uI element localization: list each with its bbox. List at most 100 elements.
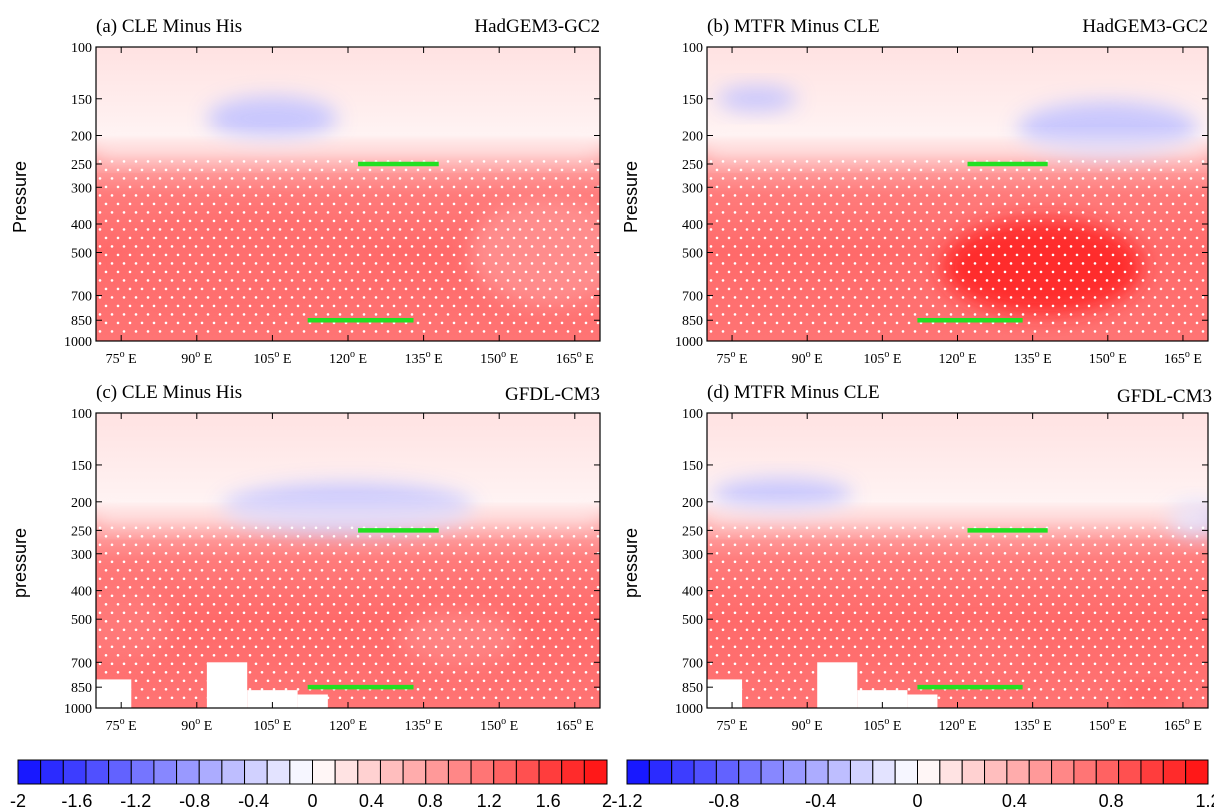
colorbar-box bbox=[693, 759, 717, 785]
panel-b: (b) MTFR Minus CLE HadGEM3-GC2 Pressure … bbox=[621, 16, 1209, 367]
red-core-0 bbox=[942, 219, 1143, 315]
topography-mask-1 bbox=[206, 662, 248, 708]
red-core-1 bbox=[1117, 685, 1178, 704]
y-tick-label: 200 bbox=[71, 130, 92, 145]
colorbar-label: 0.8 bbox=[418, 791, 443, 811]
y-tick-label: 700 bbox=[682, 656, 703, 671]
topography-mask-1 bbox=[817, 662, 858, 708]
colorbar-label: 1.2 bbox=[1195, 791, 1214, 811]
field-gradient bbox=[96, 413, 600, 708]
y-tick-label: 200 bbox=[71, 496, 92, 511]
x-tick-label: 75o E bbox=[717, 349, 748, 367]
colorbar-box bbox=[266, 759, 291, 785]
x-tick-label: 105o E bbox=[863, 716, 901, 734]
colorbar-box bbox=[738, 759, 762, 785]
colorbar-label: -2 bbox=[10, 791, 26, 811]
y-tick-label: 500 bbox=[682, 246, 703, 261]
y-tick-label: 150 bbox=[682, 459, 703, 474]
colorbar-box bbox=[1006, 759, 1030, 785]
topography-mask-2 bbox=[247, 690, 298, 708]
x-tick-label: 75o E bbox=[106, 716, 137, 734]
colorbar-box bbox=[538, 759, 563, 785]
colorbar-box bbox=[1185, 759, 1209, 785]
y-tick-label: 400 bbox=[682, 585, 703, 600]
x-tick-label: 135o E bbox=[1014, 716, 1052, 734]
x-tick-label: 120o E bbox=[938, 349, 976, 367]
colorbar-box bbox=[1095, 759, 1120, 785]
y-tick-label: 400 bbox=[682, 218, 703, 233]
colorbar-box bbox=[379, 759, 404, 785]
colorbar-box bbox=[289, 759, 314, 785]
y-tick-label: 400 bbox=[71, 585, 92, 600]
colorbar-box bbox=[515, 759, 540, 785]
colorbar-box bbox=[1073, 759, 1097, 785]
field-layer bbox=[707, 47, 1208, 341]
colorbar-label: 0.4 bbox=[1002, 791, 1027, 811]
light-band bbox=[96, 138, 600, 162]
colorbar-box bbox=[715, 759, 740, 785]
colorbar-box bbox=[334, 759, 359, 785]
colorbar-box bbox=[402, 759, 427, 785]
y-tick-label: 500 bbox=[71, 246, 92, 261]
x-tick-label: 150o E bbox=[1089, 349, 1127, 367]
panel-a: (a) CLE Minus His HadGEM3-GC2 Pressure 1… bbox=[10, 16, 601, 367]
y-tick-label: 100 bbox=[71, 41, 92, 56]
colorbar-box bbox=[805, 759, 829, 785]
panel-a-ylabel: Pressure bbox=[10, 161, 30, 233]
x-tick-label: 75o E bbox=[106, 349, 137, 367]
colorbar-label: -1.2 bbox=[611, 791, 642, 811]
y-tick-label: 500 bbox=[682, 613, 703, 628]
y-tick-label: 500 bbox=[71, 613, 92, 628]
red-core-0 bbox=[932, 628, 1033, 677]
x-tick-label: 165o E bbox=[1164, 349, 1202, 367]
colorbar-box bbox=[153, 759, 178, 785]
stipple-dots bbox=[98, 160, 600, 333]
colorbar-box bbox=[221, 759, 246, 785]
y-tick-label: 300 bbox=[71, 181, 92, 196]
colorbar-box bbox=[40, 759, 64, 785]
y-tick-label: 1000 bbox=[675, 702, 703, 717]
colorbar-box bbox=[198, 759, 223, 785]
colorbar-box bbox=[493, 759, 517, 785]
panel-a-model: HadGEM3-GC2 bbox=[474, 16, 600, 37]
x-tick-label: 75o E bbox=[717, 716, 748, 734]
y-tick-label: 850 bbox=[71, 681, 92, 696]
colorbar-box bbox=[1051, 759, 1075, 785]
panel-a-plot: 100 150 200 250 300 400 500 700 850 1000 75o E 90o … bbox=[64, 41, 601, 367]
colorbar-right: -1.2 -0.8 -0.4 0 0.4 0.8 1.2 bbox=[611, 759, 1214, 811]
y-tick-label: 300 bbox=[71, 548, 92, 563]
x-tick-label: 135o E bbox=[405, 349, 443, 367]
light-band bbox=[707, 138, 1208, 162]
y-tick-label: 100 bbox=[682, 407, 703, 422]
colorbar-box bbox=[1028, 759, 1053, 785]
x-tick-label: 90o E bbox=[792, 716, 823, 734]
panel-d: (d) MTFR Minus CLE GFDL-CM3 pressure 100… bbox=[621, 382, 1212, 734]
colorbar-box bbox=[894, 759, 919, 785]
colorbar-label: -0.4 bbox=[805, 791, 836, 811]
colorbar-box bbox=[176, 759, 200, 785]
colorbar-box bbox=[760, 759, 784, 785]
colorbar-box bbox=[984, 759, 1008, 785]
colorbar-box bbox=[583, 759, 608, 785]
panel-b-label: (b) MTFR Minus CLE bbox=[707, 16, 880, 37]
field-layer bbox=[96, 47, 600, 341]
colorbar-box bbox=[648, 759, 673, 785]
colorbar-label: -1.6 bbox=[61, 791, 92, 811]
topography-mask-3 bbox=[907, 694, 938, 708]
red-core-0 bbox=[126, 211, 369, 304]
x-tick-label: 105o E bbox=[253, 716, 291, 734]
panel-c-plot: 100 150 200 250 300 400 500 700 850 1000 75o E 90o … bbox=[64, 407, 601, 734]
colorbar-box bbox=[244, 759, 268, 785]
y-tick-label: 250 bbox=[682, 158, 703, 173]
colorbar-box bbox=[939, 759, 963, 785]
colorbar-box bbox=[447, 759, 472, 785]
colorbar-label: 2 bbox=[602, 791, 612, 811]
stipple-dots bbox=[709, 526, 1205, 700]
panel-b-model: HadGEM3-GC2 bbox=[1082, 16, 1208, 37]
field-layer bbox=[96, 413, 600, 708]
y-tick-label: 200 bbox=[682, 496, 703, 511]
topography-mask-2 bbox=[857, 690, 908, 708]
colorbar-box bbox=[1162, 759, 1187, 785]
y-tick-label: 850 bbox=[682, 314, 703, 329]
colorbar-box bbox=[849, 759, 874, 785]
